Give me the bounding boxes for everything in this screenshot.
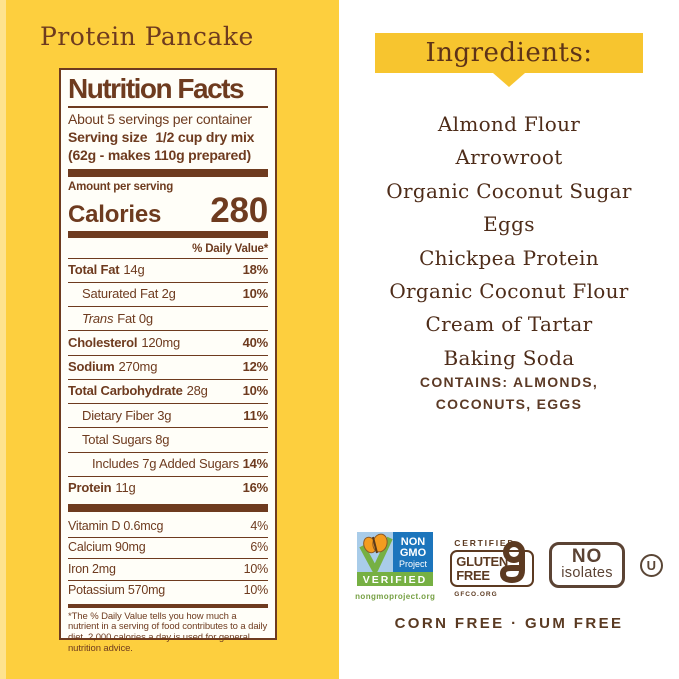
divider-thin [68, 603, 268, 608]
divider-thick [68, 504, 268, 513]
nutrition-row-potassium: Potassium 570mg 10% [68, 579, 268, 602]
isolates-label: isolates [561, 565, 613, 581]
daily-value-footnote: *The % Daily Value tells you how much a … [68, 610, 268, 655]
svg-text:NON: NON [401, 536, 426, 548]
certified-label: CERTIFIED [454, 538, 516, 548]
certification-badges: NON GMO Project VERIFIED nongmoproject.o… [339, 530, 679, 601]
certified-gluten-free-badge: CERTIFIED GLUTEN FREE GFCO.ORG [450, 538, 535, 598]
ingredient-item: Almond Flour [437, 112, 581, 136]
ingredient-item: Arrowroot [455, 145, 563, 170]
ingredients-list: Almond Flour Arrowroot Organic Coconut S… [339, 108, 679, 375]
non-gmo-logo: NON GMO Project VERIFIED [357, 532, 434, 586]
nutrient-rows: Total Fat 14g 18% Saturated Fat 2g 10% Tr… [68, 257, 268, 501]
calories-row: Calories 280 [68, 190, 268, 230]
butterfly-icon [363, 533, 388, 554]
ingredient-item: Eggs [483, 212, 535, 237]
serving-size-label: Serving size [68, 129, 148, 146]
ingredient-item: Chickpea Protein [419, 245, 599, 270]
vitamin-rows: Vitamin D 0.6mcg 4% Calcium 90mg 6% Iron… [68, 516, 268, 602]
nutrition-row-saturated-fat: Saturated Fat 2g 10% [68, 281, 268, 306]
svg-text:VERIFIED: VERIFIED [363, 574, 427, 586]
nutrition-row-protein: Protein 11g 16% [68, 475, 268, 500]
footer-claims: CORN FREE · GUM FREE [394, 615, 624, 632]
nutrition-panel: Protein Pancake Nutrition Facts About 5 … [0, 0, 339, 679]
gfco-g-icon [496, 540, 530, 593]
ingredient-item: Baking Soda [443, 345, 575, 370]
product-title: Protein Pancake [40, 22, 254, 51]
ingredient-item: Organic Coconut Sugar [386, 178, 632, 203]
nutrition-row-dietary-fiber: Dietary Fiber 3g 11% [68, 403, 268, 427]
no-label: NO [571, 546, 603, 567]
serving-size-value: 1/2 cup dry mix [155, 129, 255, 146]
ingredients-banner: Ingredients: [375, 33, 643, 73]
nutrition-row-added-sugars: Includes 7g Added Sugars 14% [68, 451, 268, 476]
gfco-org-label: GFCO.ORG [454, 591, 498, 598]
svg-text:GMO: GMO [400, 547, 427, 559]
divider-medium [68, 230, 268, 238]
nutrition-row-total-sugars: Total Sugars 8g [68, 427, 268, 451]
no-isolates-badge: NO isolates [549, 542, 625, 588]
nutrition-row-total-carbohydrate: Total Carbohydrate 28g 10% [68, 378, 268, 403]
non-gmo-verified-badge: NON GMO Project VERIFIED nongmoproject.o… [355, 532, 435, 601]
nutrition-facts-title: Nutrition Facts [68, 74, 268, 108]
amount-per-serving-label: Amount per serving [68, 180, 174, 193]
left-edge-highlight [0, 0, 6, 679]
ingredient-item: Organic Coconut Flour [389, 278, 629, 303]
svg-text:Project: Project [399, 559, 428, 569]
daily-value-header: % Daily Value* [192, 242, 268, 255]
nutrition-facts-label: Nutrition Facts About 5 servings per con… [59, 68, 277, 654]
ingredients-title: Ingredients: [425, 38, 593, 68]
nutrition-row-vitamin-d: Vitamin D 0.6mcg 4% [68, 518, 268, 533]
kosher-ou-icon: U [639, 554, 663, 577]
ingredient-item: Cream of Tartar [425, 312, 593, 337]
nutrition-row-iron: Iron 2mg 10% [68, 558, 268, 580]
non-gmo-url: nongmoproject.org [355, 592, 436, 601]
allergen-line-2: COCONUTS, EGGS [435, 395, 583, 412]
nutrition-row-calcium: Calcium 90mg 6% [68, 536, 268, 559]
calories-label: Calories [68, 200, 162, 228]
allergen-statement: CONTAINS: ALMONDS, COCONUTS, EGGS [339, 372, 679, 415]
servings-per-container: About 5 servings per container [68, 110, 252, 127]
serving-size-note: (62g - makes 110g prepared) [68, 147, 251, 164]
nutrition-row-trans-fat: Trans Fat 0g [68, 306, 268, 330]
kosher-letter: U [646, 558, 657, 573]
nutrition-row-sodium: Sodium 270mg 12% [68, 354, 268, 379]
divider-thick [68, 168, 268, 177]
ingredients-panel: Ingredients: Almond Flour Arrowroot Orga… [339, 0, 679, 679]
allergen-line-1: CONTAINS: ALMONDS, [419, 374, 599, 390]
gluten-word: GLUTEN [456, 554, 508, 570]
nutrition-row-total-fat: Total Fat 14g 18% [68, 257, 268, 282]
gluten-free-box: GLUTEN FREE [450, 541, 535, 587]
calories-value: 280 [210, 190, 268, 230]
serving-size-line: Serving size 1/2 cup dry mix [68, 128, 268, 146]
nutrition-row-cholesterol: Cholesterol 120mg 40% [68, 330, 268, 354]
free-word: FREE [456, 567, 490, 583]
